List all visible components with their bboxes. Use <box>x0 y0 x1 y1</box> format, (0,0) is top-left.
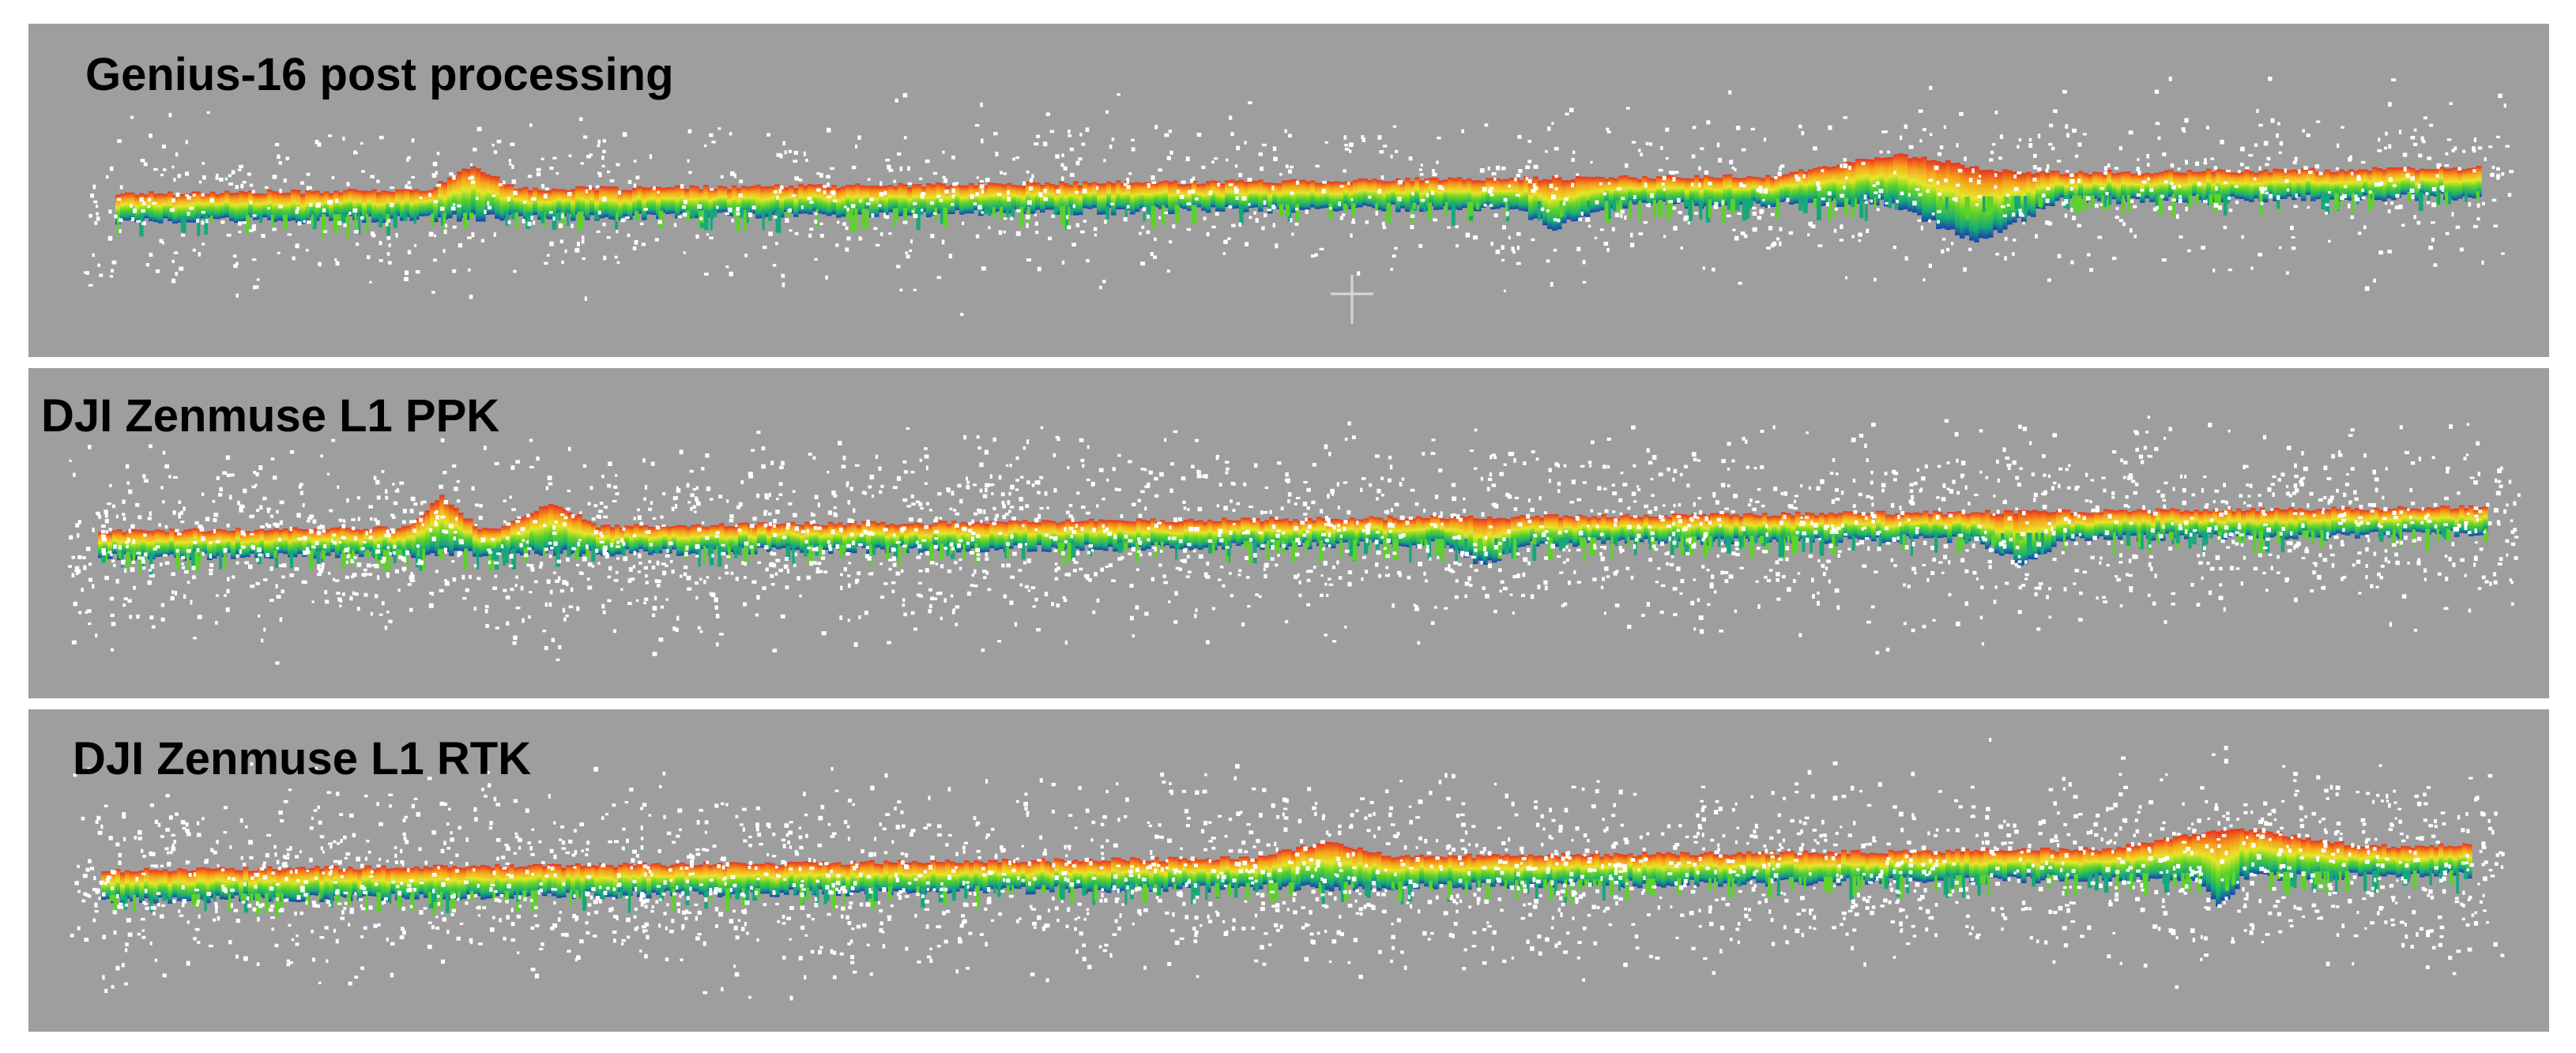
panel-label: Genius-16 post processing <box>85 49 674 100</box>
point-cloud-profile <box>84 76 2514 324</box>
point-cloud-profile <box>70 738 2505 1001</box>
point-cloud-profile <box>68 416 2521 665</box>
panel-zenmuse-ppk: DJI Zenmuse L1 PPK <box>28 368 2549 698</box>
crosshair-icon <box>1331 275 1373 324</box>
ground-strip <box>115 153 2482 243</box>
noise-points <box>68 416 2521 665</box>
panel-label: DJI Zenmuse L1 RTK <box>73 733 532 784</box>
noise-points <box>84 76 2514 316</box>
panel-zenmuse-rtk: DJI Zenmuse L1 RTK <box>28 709 2549 1032</box>
panel-label: DJI Zenmuse L1 PPK <box>41 390 500 442</box>
noise-points <box>70 738 2505 1001</box>
panel-genius-16: Genius-16 post processing <box>28 24 2549 357</box>
